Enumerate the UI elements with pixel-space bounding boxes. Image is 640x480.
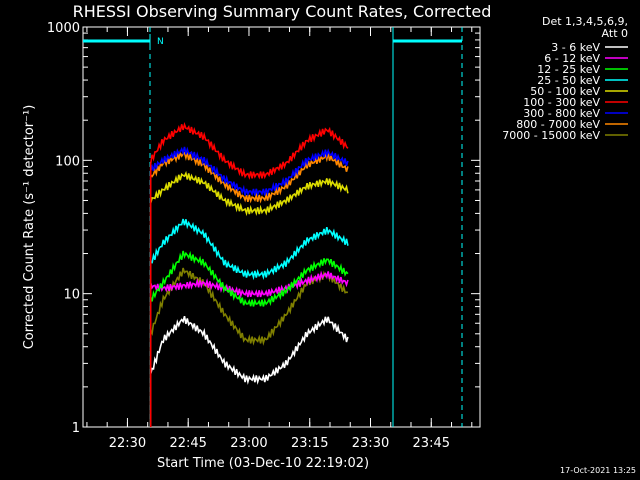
plot-frame (82, 26, 481, 428)
x-tick-label: 22:45 (169, 436, 206, 451)
series-line-300-800keV (149, 146, 349, 427)
x-tick-label: 23:30 (352, 436, 389, 451)
y-tick-label: 1000 (47, 21, 80, 36)
y-axis-label: Corrected Count Rate (s⁻¹ detector⁻¹) (22, 105, 37, 350)
series-group (149, 121, 349, 427)
legend-label: 50 - 100 keV (530, 85, 600, 98)
legend-label: 7000 - 15000 keV (502, 129, 600, 142)
series-line-25-50keV (149, 218, 349, 427)
series-line-7000-15000keV (149, 267, 348, 427)
legend-label: 100 - 300 keV (523, 96, 600, 109)
y-tick-label: 100 (55, 154, 80, 169)
x-tick-label: 23:00 (230, 436, 267, 451)
legend-label: 3 - 6 keV (551, 41, 600, 54)
y-tick-label: 1 (72, 421, 80, 436)
legend-label: 800 - 7000 keV (516, 118, 600, 131)
series-line-50-100keV (149, 170, 349, 427)
x-tick-label: 23:45 (413, 436, 450, 451)
legend-header: Det 1,3,4,5,6,9, (542, 15, 628, 28)
series-line-12-25keV (149, 250, 349, 427)
y-tick-label: 10 (63, 288, 80, 303)
x-tick-label: 23:15 (291, 436, 328, 451)
x-axis: 22:30 22:45 23:00 23:15 23:30 23:45 (86, 27, 473, 451)
legend-label: 25 - 50 keV (537, 74, 600, 87)
timestamp: 17-Oct-2021 13:25 (560, 466, 636, 475)
chart-title: RHESSI Observing Summary Count Rates, Co… (73, 2, 492, 21)
series-line-3-6keV (149, 315, 349, 427)
series-line-100-300keV (149, 121, 349, 427)
legend-header: Att 0 (602, 27, 628, 40)
legend-label: 300 - 800 keV (523, 107, 600, 120)
legend-label: 6 - 12 keV (544, 52, 600, 65)
legend-label: 12 - 25 keV (537, 63, 600, 76)
x-axis-label: Start Time (03-Dec-10 22:19:02) (157, 456, 369, 471)
x-tick-label: 22:30 (109, 436, 146, 451)
series-line-6-12keV (149, 270, 349, 427)
y-axis: 1 10 100 1000 (47, 21, 480, 436)
night-annotation: N (157, 37, 164, 47)
